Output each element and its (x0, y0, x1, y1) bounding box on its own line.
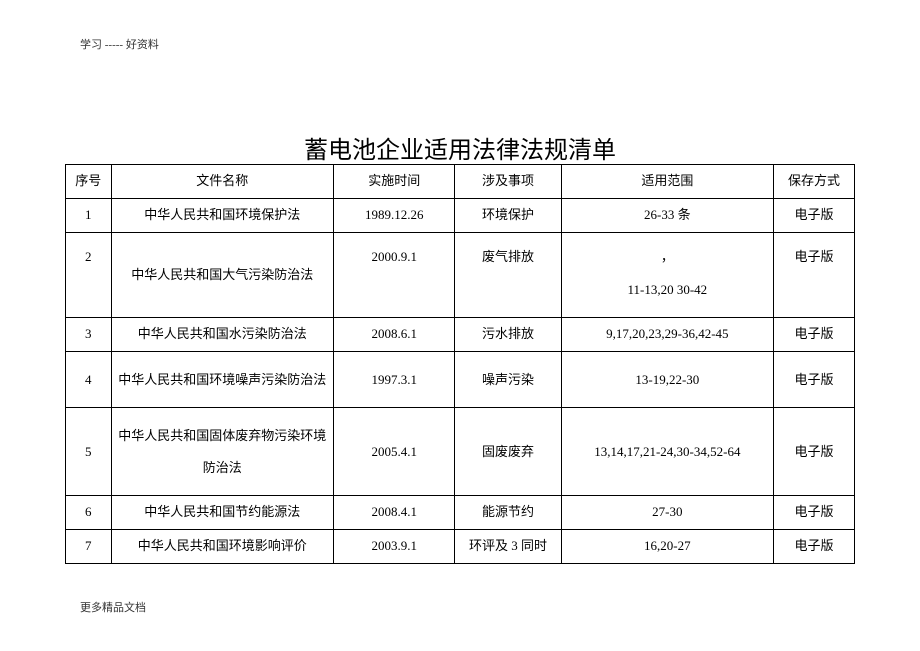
cell-seq: 4 (66, 352, 112, 408)
cell-date: 1997.3.1 (334, 352, 455, 408)
cell-name: 中华人民共和国固体废弃物污染环境防治法 (111, 408, 334, 495)
cell-storage: 电子版 (774, 232, 855, 317)
cell-scope: 16,20-27 (561, 529, 773, 563)
scope-line2: 11-13,20 30-42 (565, 274, 770, 305)
cell-date: 2008.6.1 (334, 318, 455, 352)
cell-name: 中华人民共和国环境保护法 (111, 198, 334, 232)
col-header-name: 文件名称 (111, 165, 334, 199)
table-header-row: 序号 文件名称 实施时间 涉及事项 适用范围 保存方式 (66, 165, 855, 199)
table-row: 2 中华人民共和国大气污染防治法 2000.9.1 废气排放 ， 11-13,2… (66, 232, 855, 317)
scope-line1: ， (661, 249, 674, 264)
cell-date: 2000.9.1 (334, 232, 455, 317)
table-row: 4 中华人民共和国环境噪声污染防治法 1997.3.1 噪声污染 13-19,2… (66, 352, 855, 408)
cell-seq: 3 (66, 318, 112, 352)
cell-date: 2005.4.1 (334, 408, 455, 495)
cell-matter: 噪声污染 (455, 352, 561, 408)
cell-name: 中华人民共和国环境噪声污染防治法 (111, 352, 334, 408)
law-table: 序号 文件名称 实施时间 涉及事项 适用范围 保存方式 1 中华人民共和国环境保… (65, 164, 855, 564)
cell-matter: 污水排放 (455, 318, 561, 352)
cell-storage: 电子版 (774, 318, 855, 352)
col-header-scope: 适用范围 (561, 165, 773, 199)
cell-date: 2003.9.1 (334, 529, 455, 563)
col-header-seq: 序号 (66, 165, 112, 199)
cell-name: 中华人民共和国水污染防治法 (111, 318, 334, 352)
col-header-date: 实施时间 (334, 165, 455, 199)
footer-note: 更多精品文档 (80, 599, 146, 615)
cell-name: 中华人民共和国大气污染防治法 (111, 232, 334, 317)
cell-scope: 9,17,20,23,29-36,42-45 (561, 318, 773, 352)
cell-scope: 26-33 条 (561, 198, 773, 232)
cell-date: 2008.4.1 (334, 495, 455, 529)
cell-storage: 电子版 (774, 408, 855, 495)
cell-seq: 2 (66, 232, 112, 317)
table-row: 6 中华人民共和国节约能源法 2008.4.1 能源节约 27-30 电子版 (66, 495, 855, 529)
cell-date: 1989.12.26 (334, 198, 455, 232)
header-note: 学习 ----- 好资料 (80, 36, 159, 52)
cell-storage: 电子版 (774, 495, 855, 529)
cell-scope: 13,14,17,21-24,30-34,52-64 (561, 408, 773, 495)
cell-storage: 电子版 (774, 529, 855, 563)
cell-scope: 27-30 (561, 495, 773, 529)
law-table-container: 序号 文件名称 实施时间 涉及事项 适用范围 保存方式 1 中华人民共和国环境保… (65, 164, 855, 564)
table-row: 3 中华人民共和国水污染防治法 2008.6.1 污水排放 9,17,20,23… (66, 318, 855, 352)
cell-storage: 电子版 (774, 198, 855, 232)
cell-matter: 能源节约 (455, 495, 561, 529)
cell-seq: 6 (66, 495, 112, 529)
col-header-matter: 涉及事项 (455, 165, 561, 199)
col-header-storage: 保存方式 (774, 165, 855, 199)
cell-seq: 7 (66, 529, 112, 563)
page-title: 蓄电池企业适用法律法规清单 (0, 130, 920, 165)
cell-name: 中华人民共和国节约能源法 (111, 495, 334, 529)
cell-matter: 废气排放 (455, 232, 561, 317)
cell-matter: 环评及 3 同时 (455, 529, 561, 563)
cell-seq: 1 (66, 198, 112, 232)
cell-seq: 5 (66, 408, 112, 495)
table-row: 1 中华人民共和国环境保护法 1989.12.26 环境保护 26-33 条 电… (66, 198, 855, 232)
cell-name: 中华人民共和国环境影响评价 (111, 529, 334, 563)
table-row: 5 中华人民共和国固体废弃物污染环境防治法 2005.4.1 固废废弃 13,1… (66, 408, 855, 495)
cell-scope: 13-19,22-30 (561, 352, 773, 408)
cell-storage: 电子版 (774, 352, 855, 408)
cell-matter: 环境保护 (455, 198, 561, 232)
cell-matter: 固废废弃 (455, 408, 561, 495)
cell-scope: ， 11-13,20 30-42 (561, 232, 773, 317)
table-row: 7 中华人民共和国环境影响评价 2003.9.1 环评及 3 同时 16,20-… (66, 529, 855, 563)
